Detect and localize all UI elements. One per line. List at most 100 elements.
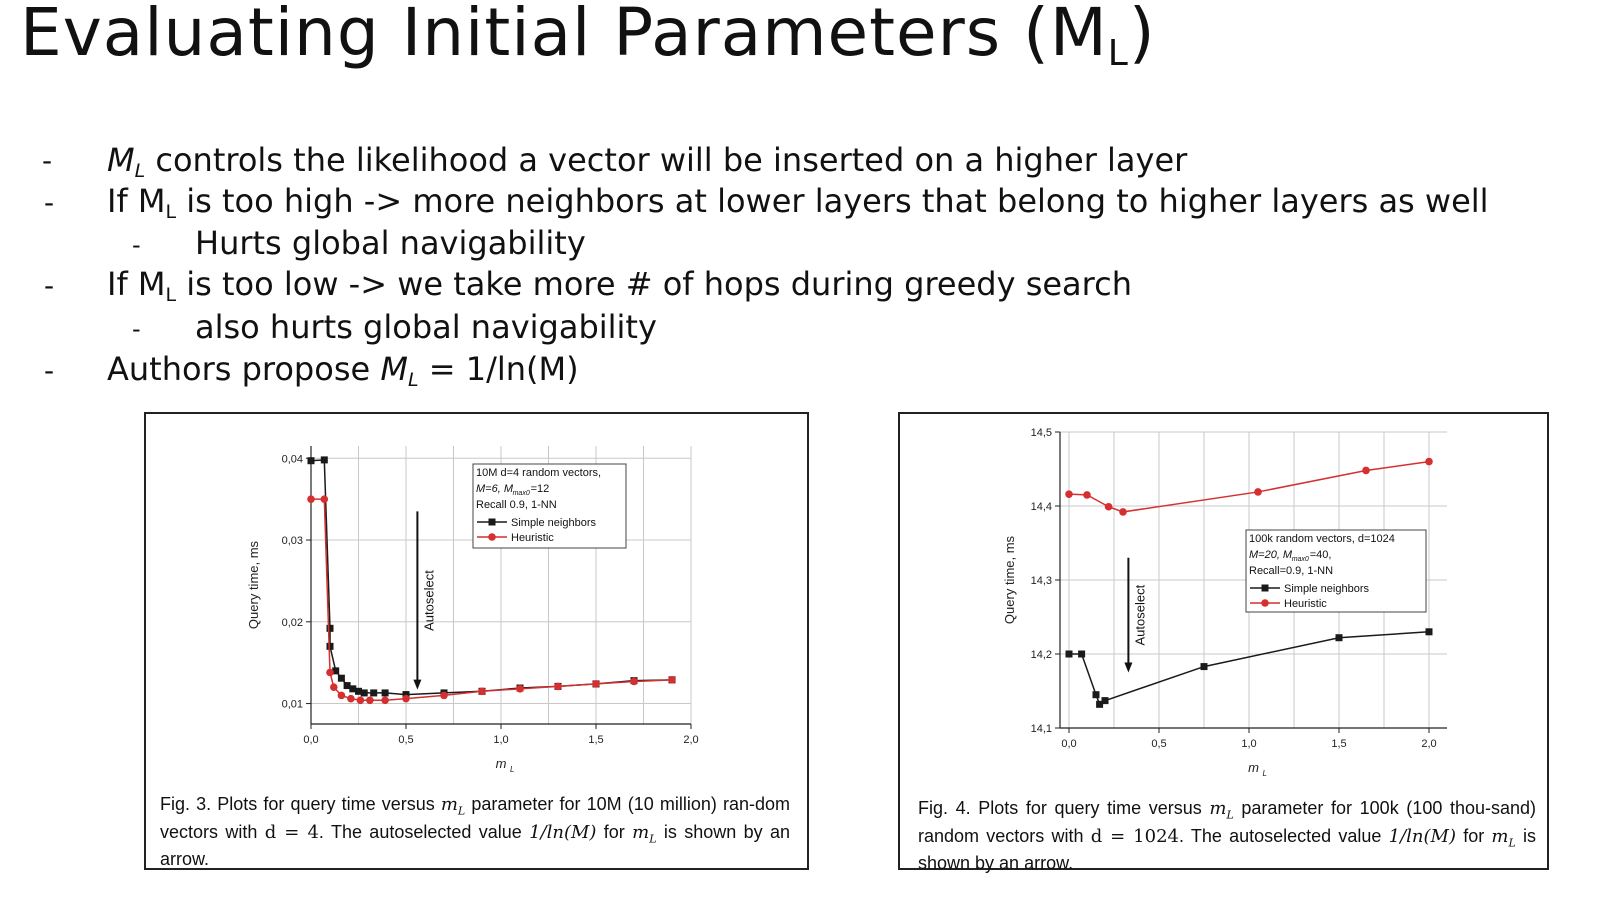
data-point-square: [343, 682, 351, 690]
x-axis-label: m: [1248, 760, 1259, 775]
bullet-dash: -: [132, 315, 141, 343]
data-point-square: [1101, 697, 1109, 705]
y-tick-label: 14,3: [1031, 575, 1052, 587]
figure-3-caption: Fig. 3. Plots for query time versus mL p…: [160, 794, 790, 870]
data-point-circle: [326, 668, 334, 677]
y-tick-label: 14,4: [1031, 501, 1052, 513]
autoselect-arrowhead: [413, 679, 422, 690]
data-point-square: [1096, 700, 1104, 708]
data-point-circle: [330, 683, 338, 692]
data-point-square: [349, 685, 357, 693]
x-tick-label: 0,0: [1061, 738, 1076, 750]
data-point-circle: [1104, 502, 1113, 511]
y-axis-label: Query time, ms: [246, 540, 261, 629]
data-point-circle: [356, 696, 365, 705]
legend-swatch-marker: [1261, 599, 1269, 607]
data-point-square: [307, 457, 315, 465]
figure-4-chart: 0,0 0,5 1,0 1,5 2,0 14,1 14,2 14,3 14,4 14,5 m L Que…: [1002, 427, 1447, 778]
data-point-square: [1092, 691, 1100, 699]
data-point-circle: [440, 691, 448, 700]
legend-line: =40,: [1310, 549, 1332, 561]
figure-3-chart: 0,0 0,5 1,0 1,5 2,0 0,01 0,02 0,03 0,04 m L Query t…: [246, 446, 699, 774]
y-tick-label: 14,2: [1031, 649, 1052, 661]
data-point-circle: [1065, 490, 1073, 498]
data-point-circle: [402, 694, 410, 703]
legend-box: [472, 463, 627, 549]
data-point-square: [1425, 628, 1433, 636]
x-tick-label: 0,0: [303, 734, 318, 746]
y-tick-label: 0,01: [282, 699, 303, 711]
data-point-circle: [320, 495, 329, 503]
data-point-square: [1065, 650, 1073, 658]
y-tick-label: 0,02: [282, 617, 303, 629]
data-point-circle: [516, 685, 524, 693]
legend-series-label: Heuristic: [1284, 598, 1327, 610]
x-tick-label: 2,0: [683, 734, 698, 746]
y-tick-label: 0,04: [282, 453, 303, 465]
y-tick-label: 14,5: [1031, 427, 1052, 439]
bullet-dash: -: [42, 144, 53, 177]
data-point-square: [1200, 663, 1208, 671]
slide-title: Evaluating Initial Parameters (ML): [20, 0, 1156, 74]
data-point-square: [360, 689, 368, 697]
legend-line-sub: max0: [513, 490, 530, 497]
bullet-subitem: Hurts global navigability: [195, 224, 586, 262]
data-point-square: [320, 456, 328, 464]
y-axis-label: Query time, ms: [1002, 535, 1017, 624]
figure-3: 0,0 0,5 1,0 1,5 2,0 0,01 0,02 0,03 0,04 m L Query t…: [144, 412, 809, 870]
legend-swatch-marker: [1261, 584, 1269, 592]
bullet-item: If ML is too high -> more neighbors at l…: [107, 182, 1489, 223]
bullet-dash: -: [44, 354, 55, 387]
legend-series-label: Simple neighbors: [1284, 583, 1369, 595]
data-point-square: [402, 691, 410, 699]
legend-line: Recall=0.9, 1-NN: [1249, 565, 1333, 577]
data-point-circle: [337, 691, 346, 700]
data-point-circle: [307, 495, 315, 503]
data-point-circle: [554, 682, 562, 691]
x-tick-label: 0,5: [398, 734, 413, 746]
data-point-square: [1078, 650, 1086, 658]
data-point-circle: [1362, 466, 1370, 475]
x-tick-label: 1,5: [588, 734, 603, 746]
data-point-square: [1335, 634, 1343, 642]
data-point-circle: [1083, 491, 1091, 499]
legend-line: =12: [531, 483, 550, 495]
bullet-item: Authors propose ML = 1/ln(M): [107, 350, 579, 391]
bullet-item: If ML is too low -> we take more # of ho…: [107, 265, 1132, 306]
y-tick-label: 0,03: [282, 535, 303, 547]
data-point-circle: [1119, 508, 1127, 516]
data-point-square: [326, 624, 334, 632]
legend-line: 100k random vectors, d=1024: [1249, 533, 1395, 545]
x-axis-label: m: [496, 756, 507, 771]
data-point-circle: [478, 687, 486, 696]
autoselect-label: Autoselect: [421, 570, 436, 631]
legend-line: M=20, M: [1249, 549, 1293, 561]
legend-line-sub: max0: [1292, 556, 1309, 563]
data-point-circle: [381, 696, 389, 705]
x-tick-label: 0,5: [1151, 738, 1166, 750]
x-tick-label: 1,0: [493, 734, 508, 746]
legend-series-label: Simple neighbors: [511, 517, 596, 529]
y-tick-label: 14,1: [1031, 723, 1052, 735]
data-point-square: [337, 674, 345, 682]
figure-4: 0,0 0,5 1,0 1,5 2,0 14,1 14,2 14,3 14,4 14,5 m L Que…: [898, 412, 1549, 873]
data-point-circle: [1254, 488, 1262, 496]
autoselect-label: Autoselect: [1132, 584, 1147, 645]
data-point-square: [326, 642, 334, 650]
x-tick-label: 1,5: [1331, 738, 1346, 750]
data-point-square: [355, 687, 362, 695]
data-point-circle: [668, 676, 676, 684]
data-point-circle: [1425, 457, 1433, 466]
bullet-subitem: also hurts global navigability: [195, 308, 657, 346]
legend-series-label: Heuristic: [511, 532, 554, 544]
data-point-square: [370, 689, 378, 697]
bullet-item: ML controls the likelihood a vector will…: [107, 141, 1188, 182]
figure-4-caption: Fig. 4. Plots for query time versus mL p…: [918, 798, 1537, 874]
data-point-circle: [630, 677, 638, 686]
x-tick-label: 1,0: [1241, 738, 1256, 750]
bullet-dash: -: [44, 269, 55, 302]
legend-line: M=6, M: [476, 483, 514, 495]
data-point-circle: [347, 694, 355, 703]
x-axis-label-sub: L: [1263, 769, 1267, 778]
legend-swatch-marker: [488, 533, 496, 541]
